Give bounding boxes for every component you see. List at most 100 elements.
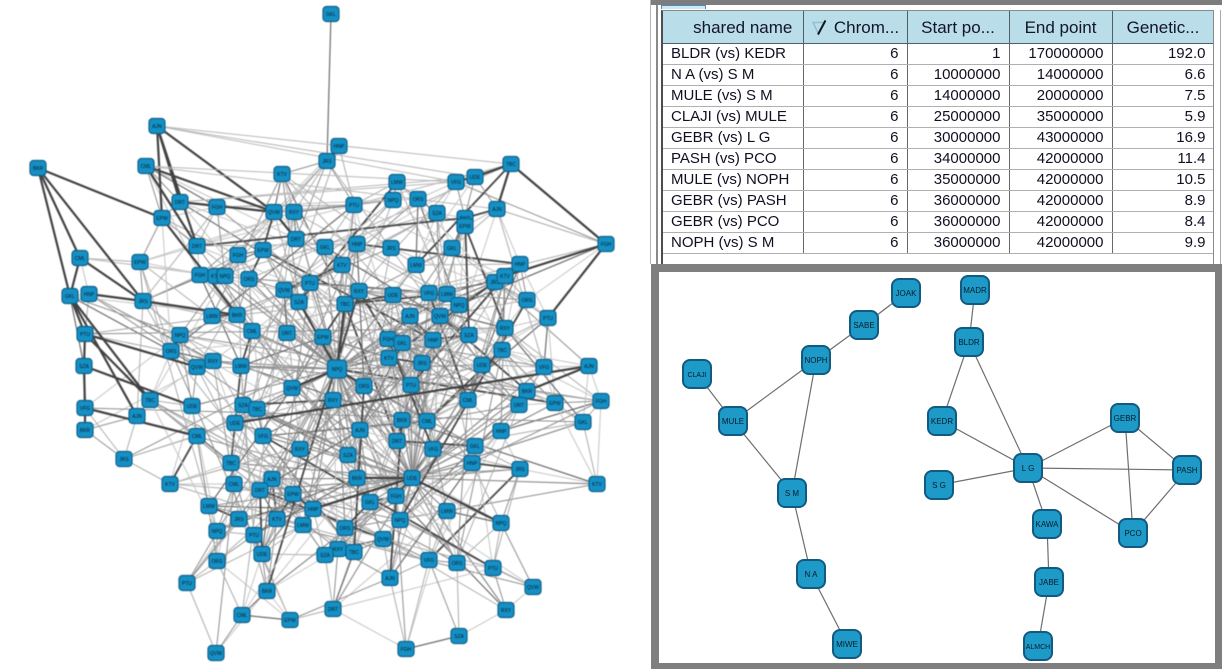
svg-text:TBC: TBC xyxy=(497,348,507,354)
svg-text:LMW: LMW xyxy=(410,263,422,269)
svg-text:TBC: TBC xyxy=(349,550,359,556)
svg-text:DRT: DRT xyxy=(175,200,185,206)
svg-text:TBC: TBC xyxy=(506,162,516,168)
svg-text:PTU: PTU xyxy=(406,383,416,389)
svg-text:TBC: TBC xyxy=(145,398,155,404)
svg-text:KTV: KTV xyxy=(500,274,510,280)
svg-text:LMW: LMW xyxy=(203,504,215,510)
svg-text:FGH: FGH xyxy=(601,242,612,248)
svg-text:HNP: HNP xyxy=(515,262,526,268)
svg-text:HNP: HNP xyxy=(334,144,345,150)
svg-text:CLAJI: CLAJI xyxy=(687,372,706,379)
svg-text:DRT: DRT xyxy=(291,237,301,243)
svg-text:UDE: UDE xyxy=(477,363,488,369)
svg-text:CML: CML xyxy=(229,482,240,488)
svg-text:CML: CML xyxy=(237,613,248,619)
svg-text:LMW: LMW xyxy=(391,180,403,186)
svg-text:EPW: EPW xyxy=(549,401,561,407)
svg-text:QVW: QVW xyxy=(434,314,446,320)
svg-text:UDE: UDE xyxy=(257,552,268,558)
svg-text:AJN: AJN xyxy=(584,364,594,370)
svg-text:QVW: QVW xyxy=(191,365,203,371)
svg-text:LMW: LMW xyxy=(297,523,309,529)
svg-text:JRS: JRS xyxy=(138,299,148,305)
svg-text:PCO: PCO xyxy=(1124,529,1141,538)
svg-text:SABE: SABE xyxy=(853,321,874,330)
svg-text:ORS: ORS xyxy=(452,561,464,567)
svg-text:NPQ: NPQ xyxy=(212,529,223,535)
svg-text:ORS: ORS xyxy=(166,349,178,355)
svg-text:FGH: FGH xyxy=(233,253,244,259)
svg-text:VFG: VFG xyxy=(424,558,434,564)
svg-text:CML: CML xyxy=(247,329,258,335)
svg-text:PTU: PTU xyxy=(543,316,553,322)
svg-text:CML: CML xyxy=(75,256,86,262)
svg-text:VFG: VFG xyxy=(428,447,438,453)
svg-text:KAWA: KAWA xyxy=(1036,520,1060,529)
svg-text:AJN: AJN xyxy=(405,314,415,320)
svg-text:BKR: BKR xyxy=(80,428,91,434)
svg-text:AJN: AJN xyxy=(152,124,162,130)
svg-text:HNP: HNP xyxy=(428,338,439,344)
svg-text:ORS: ORS xyxy=(212,559,224,565)
svg-text:TBC: TBC xyxy=(226,461,236,467)
svg-text:KTV: KTV xyxy=(337,263,347,269)
svg-text:FGH: FGH xyxy=(596,399,607,405)
svg-text:QVW: QVW xyxy=(278,288,290,294)
svg-text:PTU: PTU xyxy=(305,281,315,287)
svg-text:BKR: BKR xyxy=(397,418,408,424)
svg-text:UDE: UDE xyxy=(187,404,198,410)
svg-text:FGH: FGH xyxy=(391,494,402,500)
svg-text:GKL: GKL xyxy=(578,420,588,426)
svg-text:RXY: RXY xyxy=(501,608,512,614)
svg-text:FGH: FGH xyxy=(383,337,394,343)
svg-text:PTU: PTU xyxy=(349,203,359,209)
svg-text:PTU: PTU xyxy=(488,566,498,572)
svg-text:UDE: UDE xyxy=(470,175,481,181)
svg-text:GKL: GKL xyxy=(65,294,75,300)
svg-text:FGH: FGH xyxy=(401,647,412,653)
svg-text:VFG: VFG xyxy=(258,434,268,440)
svg-text:JRS: JRS xyxy=(322,159,332,165)
svg-text:SZA: SZA xyxy=(238,403,248,409)
svg-text:GKL: GKL xyxy=(320,245,330,251)
svg-text:S G: S G xyxy=(932,481,946,490)
svg-text:JRS: JRS xyxy=(119,457,129,463)
svg-text:BKR: BKR xyxy=(33,166,44,172)
svg-text:BKR: BKR xyxy=(522,389,533,395)
svg-text:PTU: PTU xyxy=(182,581,192,587)
svg-text:VFG: VFG xyxy=(451,180,461,186)
svg-text:LMW: LMW xyxy=(441,292,453,298)
svg-text:SZA: SZA xyxy=(294,300,304,306)
svg-text:UDE: UDE xyxy=(230,421,241,427)
svg-text:BKR: BKR xyxy=(352,476,363,482)
svg-text:N A: N A xyxy=(805,570,819,579)
svg-text:ORS: ORS xyxy=(340,526,352,532)
svg-text:HNP: HNP xyxy=(467,461,478,467)
svg-text:DRT: DRT xyxy=(514,403,524,409)
svg-text:EPW: EPW xyxy=(459,224,471,230)
svg-text:ORS: ORS xyxy=(522,298,534,304)
svg-text:EPW: EPW xyxy=(134,260,146,266)
svg-text:KEDR: KEDR xyxy=(931,417,953,426)
svg-text:CML: CML xyxy=(463,398,474,404)
svg-text:KTV: KTV xyxy=(165,482,175,488)
svg-text:HNP: HNP xyxy=(84,292,95,298)
svg-text:PTU: PTU xyxy=(80,332,90,338)
svg-text:EPW: EPW xyxy=(257,248,269,254)
svg-text:DRT: DRT xyxy=(328,607,338,613)
svg-text:CML: CML xyxy=(422,419,433,425)
svg-text:ORS: ORS xyxy=(244,277,256,283)
svg-text:JRS: JRS xyxy=(234,517,244,523)
svg-text:KTV: KTV xyxy=(277,172,287,178)
svg-text:VFG: VFG xyxy=(424,291,434,297)
svg-text:PTU: PTU xyxy=(249,533,259,539)
svg-text:SZA: SZA xyxy=(320,553,330,559)
svg-text:RXY: RXY xyxy=(500,326,511,332)
svg-text:NPQ: NPQ xyxy=(496,521,507,527)
svg-text:HNP: HNP xyxy=(352,242,363,248)
svg-text:GKL: GKL xyxy=(365,500,375,506)
svg-text:GKL: GKL xyxy=(397,341,407,347)
svg-text:EPW: EPW xyxy=(287,492,299,498)
svg-text:GKL: GKL xyxy=(326,12,336,18)
